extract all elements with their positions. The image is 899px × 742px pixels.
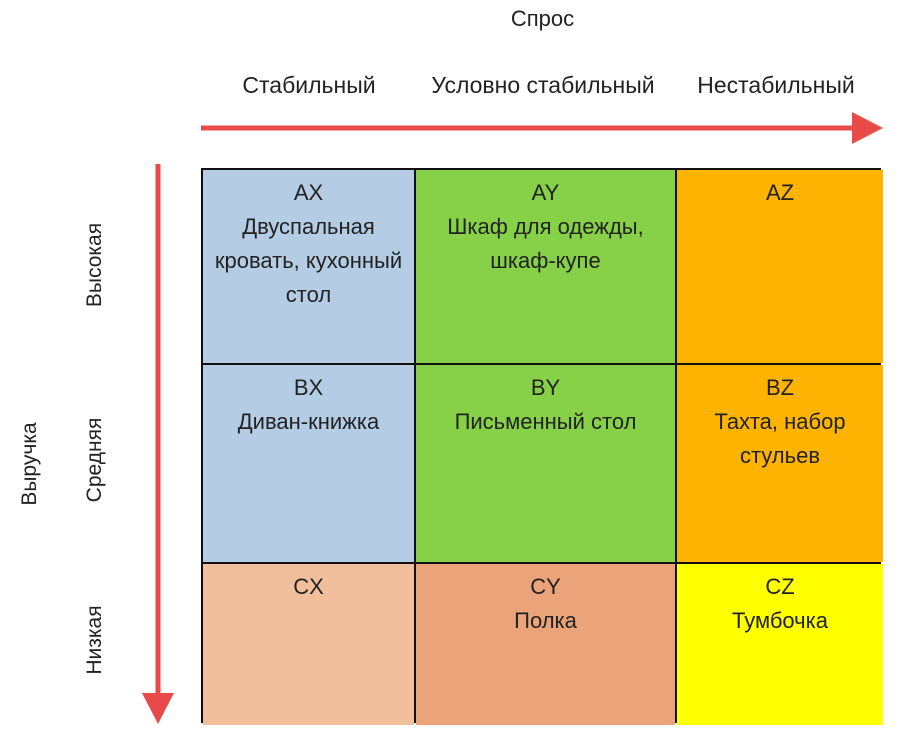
cell-ay-code: AY [531, 180, 560, 205]
cell-cz: CZ Тумбочка [677, 564, 883, 725]
cell-bx: BX Диван-книжка [203, 365, 414, 562]
cell-bz-items: Тахта, набор стульев [714, 409, 846, 469]
cell-ay-items: Шкаф для одежды, шкаф-купе [447, 214, 644, 274]
cell-cy-items: Полка [514, 608, 577, 634]
row-header-low: Низкая [83, 605, 106, 675]
cell-cz-code: CZ [765, 574, 795, 599]
cell-by: BY Письменный стол [416, 365, 675, 562]
column-header-conditionally-stable: Условно стабильный [431, 72, 655, 98]
cell-ax-code: AX [293, 180, 324, 205]
cell-cy-code: CY [530, 574, 561, 599]
demand-axis-title: Спрос [510, 6, 575, 31]
cell-cz-items: Тумбочка [732, 608, 828, 634]
column-header-unstable: Нестабильный [697, 72, 855, 98]
cell-az: AZ [677, 170, 883, 363]
cell-ax: AX Двуспальная кровать, кухонный стол [203, 170, 414, 363]
demand-arrow-head [852, 112, 883, 144]
row-header-medium: Средняя [83, 417, 106, 503]
cell-by-code: BY [530, 375, 561, 400]
cell-bx-code: BX [293, 375, 324, 400]
row-header-high: Высокая [83, 222, 106, 308]
cell-by-items: Письменный стол [454, 409, 637, 435]
cell-cx-code: CX [293, 574, 324, 599]
column-header-stable: Стабильный [242, 72, 376, 98]
cell-bz-code: BZ [765, 375, 795, 400]
cell-bx-items: Диван-книжка [237, 409, 380, 435]
cell-ay: AY Шкаф для одежды, шкаф-купе [416, 170, 675, 363]
revenue-axis-title: Выручка [18, 422, 41, 506]
cell-az-code: AZ [765, 180, 795, 205]
cell-cx: CX [203, 564, 414, 725]
revenue-arrow-head [142, 693, 174, 724]
cell-bz: BZ Тахта, набор стульев [677, 365, 883, 562]
cell-cy: CY Полка [416, 564, 675, 725]
abc-xyz-matrix: AX Двуспальная кровать, кухонный стол AY… [201, 168, 883, 725]
cell-ax-items: Двуспальная кровать, кухонный стол [214, 214, 403, 308]
